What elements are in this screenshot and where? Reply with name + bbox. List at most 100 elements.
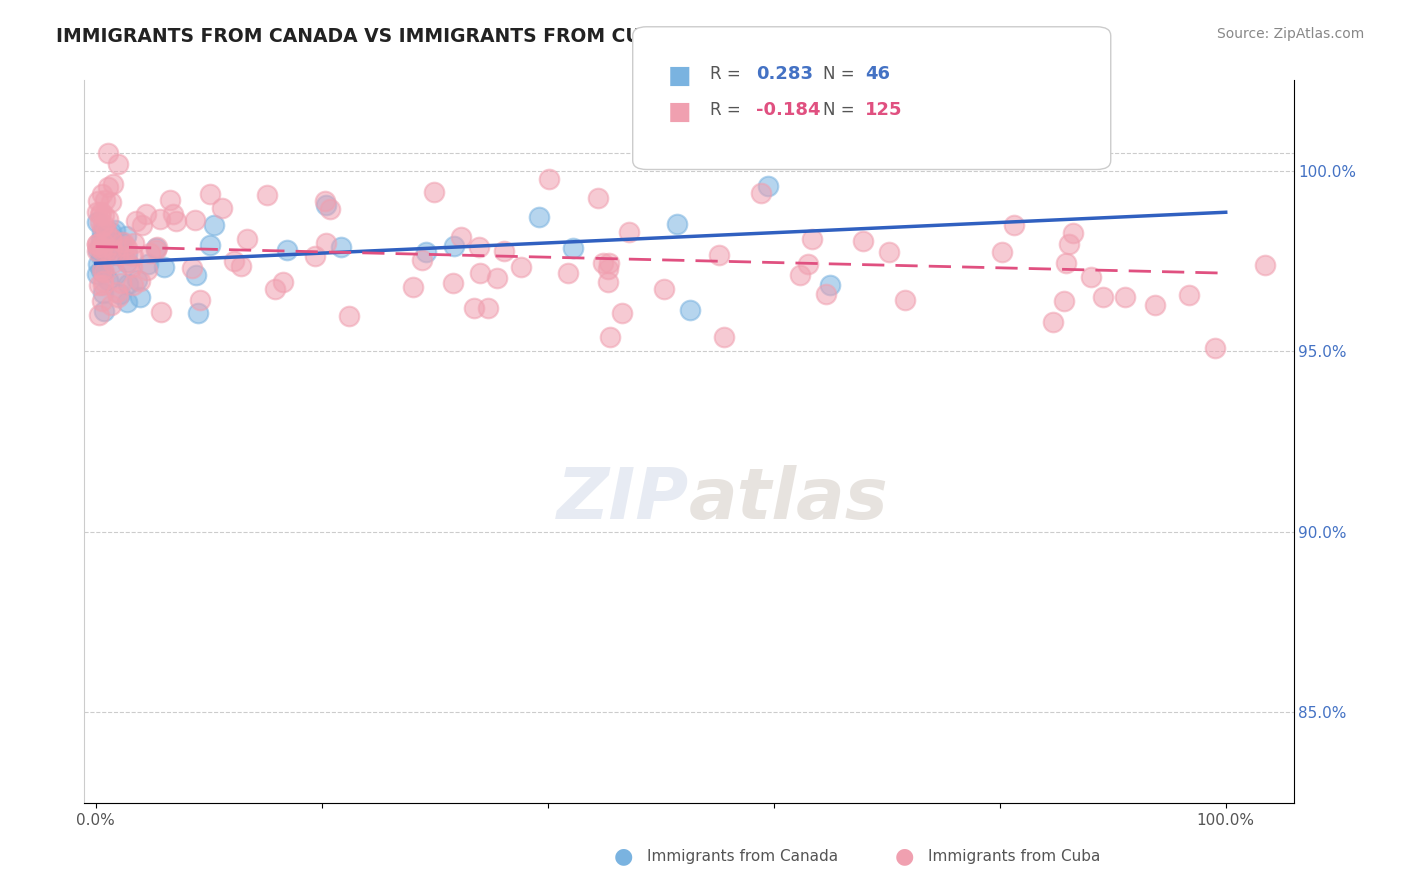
Immigrants from Cuba	[1002, 218, 1025, 232]
Immigrants from Cuba	[713, 330, 735, 344]
Immigrants from Cuba	[749, 186, 772, 201]
Immigrants from Canada	[108, 287, 131, 301]
Immigrants from Canada	[90, 249, 112, 263]
Immigrants from Canada	[561, 241, 583, 255]
Immigrants from Cuba	[117, 241, 139, 255]
Text: 125: 125	[865, 101, 903, 119]
Text: ■: ■	[668, 100, 692, 123]
Immigrants from Cuba	[315, 236, 337, 251]
Immigrants from Cuba	[94, 223, 117, 237]
Immigrants from Cuba	[94, 243, 117, 257]
Immigrants from Cuba	[97, 179, 120, 194]
Immigrants from Cuba	[1062, 226, 1084, 240]
Immigrants from Cuba	[211, 201, 233, 215]
Immigrants from Cuba	[707, 248, 730, 262]
Immigrants from Canada	[129, 290, 152, 304]
Immigrants from Canada	[186, 268, 208, 282]
Immigrants from Cuba	[1053, 293, 1076, 308]
Immigrants from Cuba	[1059, 237, 1081, 252]
Immigrants from Canada	[127, 273, 149, 287]
Immigrants from Cuba	[264, 282, 287, 296]
Immigrants from Cuba	[180, 260, 202, 275]
Text: N =: N =	[823, 65, 859, 83]
Immigrants from Canada	[91, 244, 114, 259]
Text: 46: 46	[865, 65, 890, 83]
Immigrants from Canada	[87, 244, 110, 258]
Text: atlas: atlas	[689, 465, 889, 533]
Immigrants from Cuba	[229, 259, 252, 273]
Immigrants from Canada	[679, 302, 702, 317]
Immigrants from Canada	[91, 285, 114, 300]
Immigrants from Cuba	[463, 301, 485, 315]
Immigrants from Cuba	[101, 256, 124, 270]
Immigrants from Cuba	[93, 265, 115, 279]
Immigrants from Cuba	[107, 248, 129, 262]
Immigrants from Cuba	[894, 293, 917, 307]
Immigrants from Cuba	[990, 244, 1012, 259]
Immigrants from Cuba	[617, 225, 640, 239]
Immigrants from Cuba	[477, 301, 499, 315]
Immigrants from Cuba	[89, 308, 111, 322]
Immigrants from Canada	[86, 257, 108, 271]
Immigrants from Cuba	[86, 237, 108, 252]
Immigrants from Cuba	[86, 205, 108, 219]
Immigrants from Canada	[820, 278, 842, 293]
Text: Immigrants from Canada: Immigrants from Canada	[647, 849, 838, 863]
Immigrants from Cuba	[90, 240, 112, 254]
Text: ■: ■	[668, 64, 692, 87]
Immigrants from Cuba	[1114, 290, 1136, 304]
Immigrants from Canada	[90, 262, 112, 277]
Immigrants from Cuba	[1254, 258, 1277, 272]
Immigrants from Cuba	[146, 240, 169, 254]
Immigrants from Cuba	[149, 212, 172, 227]
Immigrants from Cuba	[107, 157, 129, 171]
Immigrants from Cuba	[159, 194, 181, 208]
Immigrants from Cuba	[557, 266, 579, 280]
Immigrants from Canada	[198, 238, 221, 252]
Immigrants from Cuba	[450, 230, 472, 244]
Immigrants from Canada	[91, 225, 114, 239]
Immigrants from Cuba	[256, 188, 278, 202]
Immigrants from Cuba	[87, 240, 110, 254]
Immigrants from Cuba	[122, 249, 145, 263]
Immigrants from Cuba	[90, 262, 112, 277]
Immigrants from Cuba	[1054, 256, 1077, 270]
Immigrants from Cuba	[852, 234, 875, 248]
Immigrants from Cuba	[87, 277, 110, 292]
Immigrants from Canada	[756, 179, 779, 194]
Immigrants from Cuba	[93, 278, 115, 293]
Immigrants from Cuba	[273, 275, 295, 289]
Immigrants from Cuba	[411, 253, 433, 268]
Text: R =: R =	[710, 65, 747, 83]
Immigrants from Cuba	[125, 214, 148, 228]
Immigrants from Cuba	[86, 236, 108, 251]
Immigrants from Cuba	[112, 235, 135, 249]
Immigrants from Cuba	[121, 260, 143, 275]
Immigrants from Canada	[117, 277, 139, 291]
Immigrants from Canada	[105, 267, 128, 281]
Immigrants from Cuba	[467, 240, 489, 254]
Immigrants from Cuba	[314, 194, 336, 208]
Immigrants from Cuba	[100, 230, 122, 244]
Text: IMMIGRANTS FROM CANADA VS IMMIGRANTS FROM CUBA 1ST GRADE CORRELATION CHART: IMMIGRANTS FROM CANADA VS IMMIGRANTS FRO…	[56, 27, 1026, 45]
Immigrants from Cuba	[94, 194, 117, 208]
Immigrants from Cuba	[97, 211, 120, 226]
Immigrants from Cuba	[470, 267, 492, 281]
Immigrants from Cuba	[1080, 269, 1102, 284]
Immigrants from Cuba	[110, 276, 132, 290]
Immigrants from Canada	[104, 223, 127, 237]
Text: ●: ●	[894, 847, 914, 866]
Immigrants from Cuba	[198, 186, 221, 201]
Immigrants from Canada	[96, 244, 118, 258]
Immigrants from Cuba	[1042, 315, 1064, 329]
Immigrants from Cuba	[90, 186, 112, 201]
Immigrants from Cuba	[131, 218, 153, 232]
Immigrants from Cuba	[86, 244, 108, 259]
Immigrants from Cuba	[184, 213, 207, 227]
Text: -0.184: -0.184	[756, 101, 821, 119]
Immigrants from Cuba	[510, 260, 533, 275]
Immigrants from Cuba	[319, 202, 342, 216]
Immigrants from Cuba	[485, 271, 508, 285]
Immigrants from Cuba	[89, 208, 111, 222]
Immigrants from Cuba	[91, 243, 114, 257]
